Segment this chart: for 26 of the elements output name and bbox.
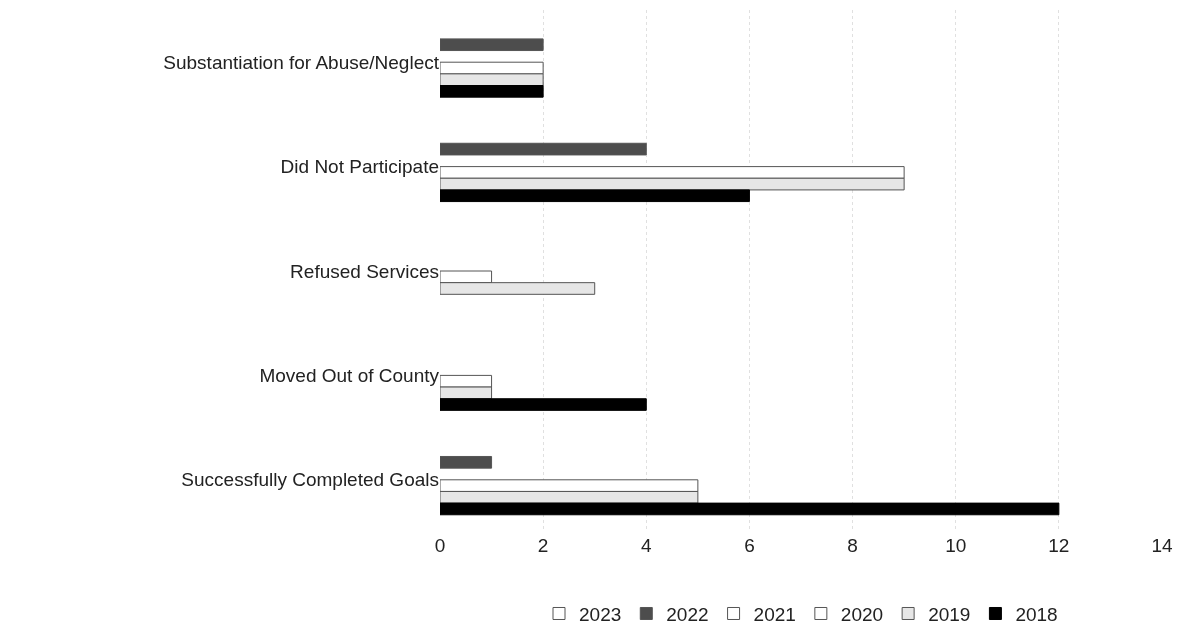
legend-label: 2018 bbox=[1015, 603, 1058, 625]
bar bbox=[440, 85, 544, 98]
bar bbox=[440, 189, 750, 203]
bar bbox=[440, 142, 647, 156]
x-tick-label: 14 bbox=[1151, 535, 1173, 556]
x-tick-label: 4 bbox=[641, 535, 652, 556]
x-tick-label: 10 bbox=[945, 535, 967, 556]
x-tick-label: 6 bbox=[744, 535, 755, 556]
bar bbox=[440, 502, 1060, 516]
y-tick-label: Refused Services bbox=[290, 260, 439, 282]
bar bbox=[440, 455, 493, 469]
bar bbox=[440, 38, 544, 52]
y-tick-label: Moved Out of County bbox=[259, 365, 440, 387]
legend-label: 2020 bbox=[840, 603, 884, 625]
legend-label: 2023 bbox=[579, 603, 622, 625]
legend-label: 2021 bbox=[753, 603, 796, 625]
x-tick-label: 8 bbox=[847, 535, 858, 556]
legend-label: 2019 bbox=[928, 603, 971, 625]
x-tick-label: 0 bbox=[434, 535, 446, 556]
y-tick-label: Successfully Completed Goals bbox=[181, 469, 439, 491]
x-tick-label: 2 bbox=[537, 535, 549, 556]
y-tick-label: Did Not Participate bbox=[280, 156, 439, 178]
y-tick-label: Substantiation for Abuse/Neglect bbox=[163, 51, 440, 73]
legend-label: 2022 bbox=[666, 603, 709, 625]
bar bbox=[440, 398, 647, 411]
x-tick-label: 12 bbox=[1048, 535, 1070, 556]
